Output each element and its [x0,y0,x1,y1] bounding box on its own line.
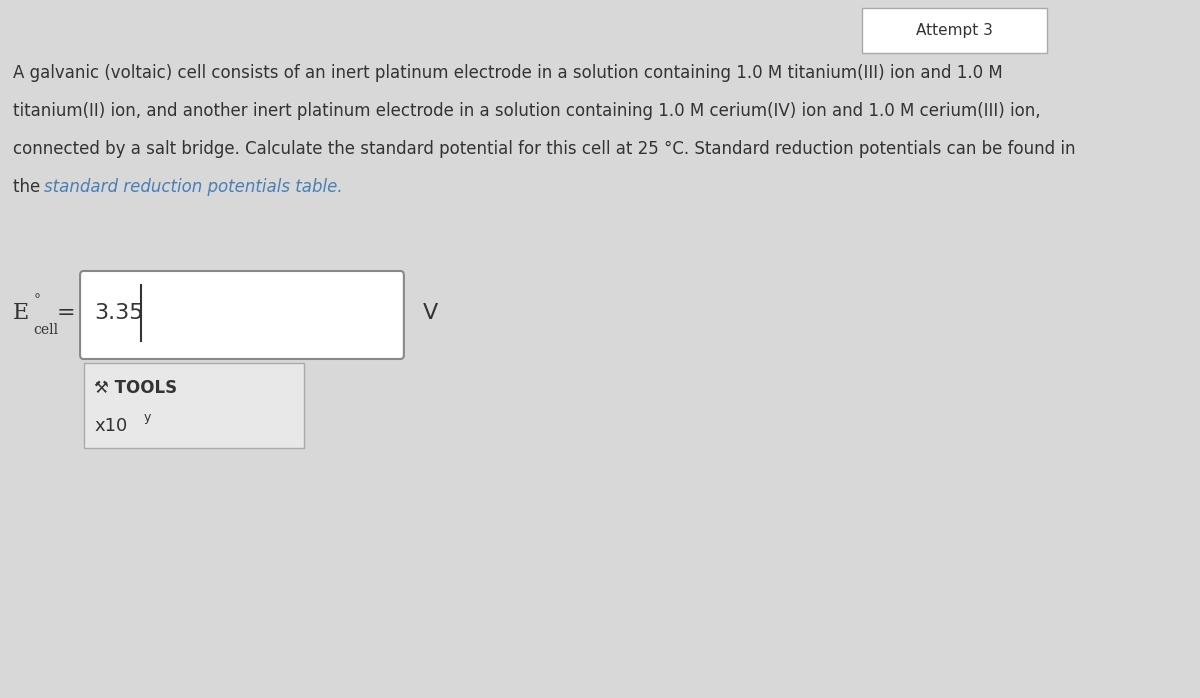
Text: cell: cell [34,323,59,337]
Text: the: the [13,178,46,196]
Text: =: = [56,303,76,323]
Text: 3.35: 3.35 [94,303,144,323]
Text: ⚒ TOOLS: ⚒ TOOLS [94,379,178,397]
Text: °: ° [34,293,41,307]
Text: connected by a salt bridge. Calculate the standard potential for this cell at 25: connected by a salt bridge. Calculate th… [13,140,1075,158]
Text: titanium(II) ion, and another inert platinum electrode in a solution containing : titanium(II) ion, and another inert plat… [13,102,1040,120]
FancyBboxPatch shape [84,363,304,448]
FancyBboxPatch shape [863,8,1048,53]
Text: V: V [422,303,438,323]
Text: standard reduction potentials table.: standard reduction potentials table. [44,178,343,196]
Text: x10: x10 [94,417,127,435]
Text: Attempt 3: Attempt 3 [917,24,994,38]
Text: y: y [144,412,151,424]
Text: A galvanic (voltaic) cell consists of an inert platinum electrode in a solution : A galvanic (voltaic) cell consists of an… [13,64,1003,82]
Text: E: E [13,302,30,324]
FancyBboxPatch shape [80,271,404,359]
